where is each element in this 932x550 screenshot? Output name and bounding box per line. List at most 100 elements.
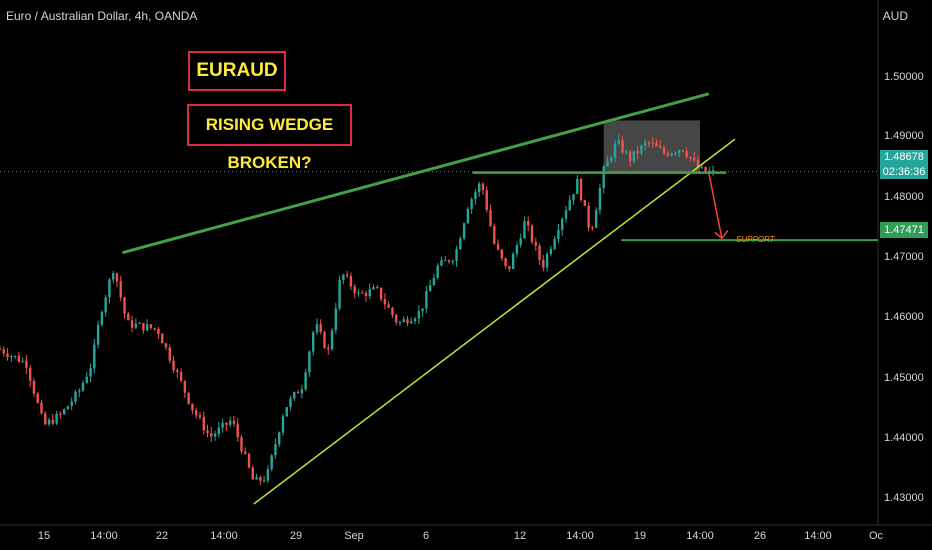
candle-body — [100, 312, 104, 325]
candle-body — [210, 433, 213, 437]
candle-body — [644, 142, 647, 146]
candle-body — [240, 437, 243, 452]
candle-body — [579, 178, 583, 200]
candle-body — [636, 151, 639, 154]
x-tick-label: 19 — [633, 530, 647, 542]
y-tick-label: 1.49000 — [884, 130, 924, 142]
candle-body — [255, 477, 258, 480]
candle-body — [6, 353, 9, 358]
candle-body — [451, 260, 454, 262]
candle-body — [93, 344, 96, 369]
candle-body — [172, 360, 175, 371]
candle-body — [376, 287, 379, 289]
candle-body — [62, 409, 66, 414]
candle-body — [217, 427, 221, 434]
candle-body — [187, 392, 190, 404]
candle-body — [572, 194, 575, 201]
candle-body — [357, 292, 360, 294]
candle-body — [704, 166, 707, 172]
candle-body — [496, 243, 500, 250]
candle-body — [421, 308, 424, 312]
x-tick-label: 29 — [289, 530, 303, 542]
x-tick-label: 14:00 — [804, 530, 832, 542]
candle-body — [564, 210, 568, 219]
candle-body — [549, 248, 553, 255]
candle-body — [232, 420, 236, 424]
candle-body — [425, 291, 428, 309]
candle-body — [157, 328, 160, 334]
candle-body — [545, 254, 549, 268]
candle-body — [293, 392, 296, 399]
candle-body — [10, 356, 13, 358]
x-tick-label: 22 — [155, 530, 169, 542]
candle-body — [176, 370, 179, 373]
wedge-lower-trendline — [253, 138, 736, 505]
candle-body — [66, 406, 70, 410]
candle-body — [40, 402, 43, 414]
candle-body — [542, 259, 545, 268]
candle-body — [85, 376, 88, 383]
candle-body — [213, 433, 217, 437]
y-tick-label: 1.45000 — [884, 372, 924, 384]
candle-body — [296, 392, 300, 394]
candle-body — [379, 287, 383, 300]
candle-body — [681, 150, 685, 152]
candle-body — [587, 205, 590, 228]
candle-body — [168, 347, 171, 361]
candle-body — [493, 226, 496, 244]
candle-body — [36, 393, 39, 403]
candle-body — [55, 413, 58, 424]
candle-body — [179, 372, 183, 381]
candle-body — [598, 187, 602, 211]
candle-body — [285, 407, 288, 417]
candle-body — [32, 380, 36, 394]
x-tick-label: 14:00 — [686, 530, 714, 542]
candle-body — [138, 322, 141, 324]
candle-body — [304, 372, 307, 390]
candle-body — [311, 332, 315, 352]
candle-body — [244, 451, 247, 454]
candle-body — [89, 368, 92, 377]
y-tick-label: 1.48000 — [884, 191, 924, 203]
candle-body — [417, 311, 421, 319]
y-tick-label: 1.44000 — [884, 432, 924, 444]
candle-body — [708, 170, 711, 172]
y-tick-label: 1.50000 — [884, 71, 924, 83]
candle-body — [334, 308, 338, 331]
candle-body — [361, 292, 364, 294]
candle-body — [319, 324, 322, 332]
candle-body — [247, 453, 251, 468]
candle-body — [428, 285, 432, 292]
candle-body — [17, 355, 21, 362]
candle-body — [78, 390, 81, 392]
candle-body — [594, 210, 598, 228]
candle-body — [515, 245, 519, 254]
candle-body — [670, 153, 673, 156]
candle-body — [59, 413, 62, 415]
candle-body — [387, 304, 390, 308]
candle-body — [560, 218, 564, 231]
candle-body — [70, 401, 73, 407]
candle-body — [225, 422, 228, 425]
candle-body — [51, 419, 55, 424]
candle-body — [108, 279, 111, 298]
candle-body — [153, 328, 156, 330]
candle-body — [119, 281, 122, 298]
candle-body — [338, 279, 341, 309]
candle-body — [74, 391, 77, 402]
candle-body — [21, 360, 24, 362]
candle-body — [677, 150, 681, 153]
candle-body — [228, 420, 232, 425]
x-tick-label: 14:00 — [210, 530, 238, 542]
candle-body — [617, 140, 620, 144]
symbol-annotation: EURAUD — [188, 51, 286, 91]
pattern-annotation: RISING WEDGE BROKEN? — [187, 104, 352, 172]
candle-body — [447, 260, 451, 262]
candle-body — [142, 322, 145, 331]
support-price-tag: 1.47471 — [880, 222, 928, 238]
candle-body — [696, 159, 700, 168]
candle-body — [462, 223, 466, 239]
candle-body — [538, 245, 541, 260]
candle-body — [489, 210, 492, 227]
